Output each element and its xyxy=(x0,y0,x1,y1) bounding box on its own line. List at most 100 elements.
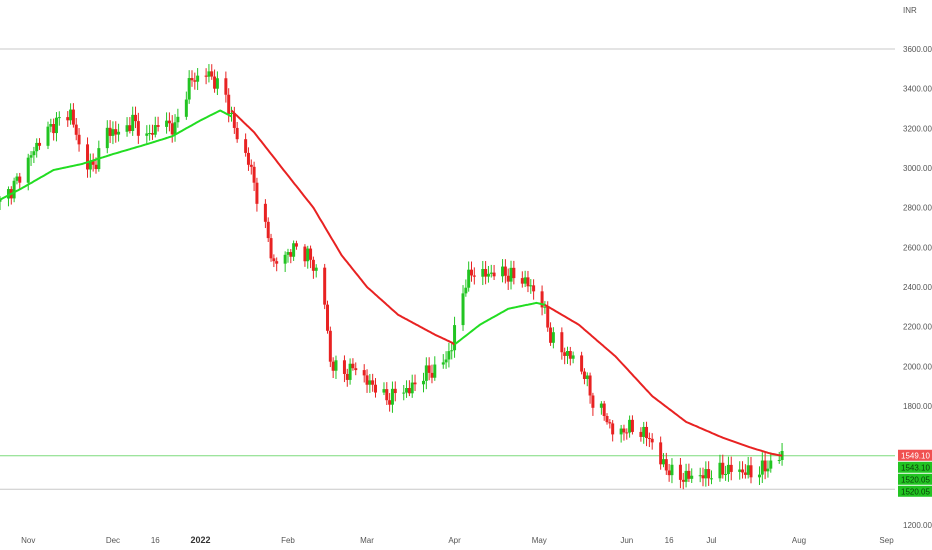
candle-body xyxy=(88,160,92,170)
y-tick-label: 2400.00 xyxy=(903,283,932,292)
candles xyxy=(0,64,784,490)
reference-lines xyxy=(0,48,895,490)
x-tick-label: Feb xyxy=(281,536,295,545)
candle-body xyxy=(639,431,643,437)
candle-body xyxy=(481,268,485,277)
ema-fast-line xyxy=(453,301,546,346)
candle-body xyxy=(777,460,781,462)
candle-body xyxy=(568,351,572,359)
candle-body xyxy=(729,464,733,472)
candle-body xyxy=(269,238,273,259)
candle-body xyxy=(52,124,56,134)
candle-body xyxy=(444,359,448,363)
candle-body xyxy=(506,275,510,282)
candle-body xyxy=(289,252,293,257)
candle-body xyxy=(591,395,595,408)
candle-body xyxy=(193,80,197,82)
y-tick-label: 2000.00 xyxy=(903,362,932,371)
candle-body xyxy=(187,78,191,100)
candle-body xyxy=(726,464,730,475)
candle-body xyxy=(599,403,603,408)
candle-body xyxy=(738,469,742,472)
x-tick-label: Aug xyxy=(792,536,806,545)
candle-body xyxy=(232,113,236,128)
candle-body xyxy=(351,363,355,369)
candle-body xyxy=(374,384,378,393)
candle-body xyxy=(224,78,228,95)
candle-body xyxy=(704,469,708,479)
candle-body xyxy=(467,269,471,288)
candle-body xyxy=(611,423,615,435)
candle-body xyxy=(286,252,290,255)
candle-body xyxy=(382,389,386,393)
x-tick-label: Mar xyxy=(360,536,374,545)
candle-body xyxy=(272,258,276,262)
candle-body xyxy=(71,109,75,125)
candle-body xyxy=(345,373,349,380)
candle-body xyxy=(111,129,115,136)
candle-body xyxy=(484,268,488,277)
candle-body xyxy=(227,94,231,114)
candle-body xyxy=(546,306,550,328)
y-tick-label: 3200.00 xyxy=(903,124,932,133)
y-tick-label: 2800.00 xyxy=(903,204,932,213)
candle-body xyxy=(523,277,527,284)
candle-body xyxy=(12,180,16,199)
x-axis: Nov Dec 16 2022 Feb Mar Apr May Jun 16 Jul Aug Sep xyxy=(21,535,894,545)
candle-body xyxy=(354,368,358,371)
candle-body xyxy=(283,254,287,264)
y-tick-label: 3400.00 xyxy=(903,85,932,94)
candle-body xyxy=(447,351,451,360)
candle-body xyxy=(605,415,609,423)
ema-slow-line xyxy=(230,109,456,346)
candle-body xyxy=(6,189,10,199)
candle-body xyxy=(150,133,154,135)
candle-body xyxy=(563,352,567,356)
candle-body xyxy=(176,116,180,123)
candle-body xyxy=(69,109,73,121)
candle-body xyxy=(628,419,632,433)
x-tick-label: 16 xyxy=(151,536,160,545)
candle-body xyxy=(328,330,332,362)
candle-body xyxy=(701,475,705,479)
candle-body xyxy=(501,266,505,277)
candle-body xyxy=(760,460,764,475)
candle-body xyxy=(275,261,279,264)
candle-body xyxy=(255,182,259,204)
candle-body xyxy=(422,380,426,385)
candle-body xyxy=(645,426,649,439)
candle-body xyxy=(94,164,98,170)
candle-body xyxy=(667,470,671,476)
candle-body xyxy=(29,155,33,158)
candle-body xyxy=(131,114,135,132)
candle-body xyxy=(244,139,248,153)
candle-body xyxy=(156,125,160,127)
candle-body xyxy=(509,267,513,282)
candle-body xyxy=(385,389,389,401)
candle-body xyxy=(314,267,318,271)
candle-body xyxy=(718,462,722,479)
candle-body xyxy=(520,278,524,284)
y-tick-label: 3000.00 xyxy=(903,164,932,173)
candle-body xyxy=(215,78,219,89)
candle-body xyxy=(311,259,315,271)
x-tick-label: Dec xyxy=(106,536,120,545)
candle-body xyxy=(235,127,239,140)
candle-body xyxy=(549,327,553,343)
candle-body xyxy=(294,243,298,247)
candle-body xyxy=(580,355,584,372)
candle-body xyxy=(342,360,346,374)
candle-body xyxy=(148,133,152,135)
candle-body xyxy=(503,266,507,276)
candle-body xyxy=(368,380,372,385)
candle-body xyxy=(622,428,626,433)
price-tag-label: 1520.05 xyxy=(901,475,930,484)
candle-body xyxy=(453,325,457,351)
price-tag xyxy=(898,485,932,497)
candle-body xyxy=(323,267,327,305)
candle-body xyxy=(560,332,564,353)
candle-body xyxy=(46,126,50,146)
candle-body xyxy=(114,129,118,135)
candle-body xyxy=(540,291,544,308)
